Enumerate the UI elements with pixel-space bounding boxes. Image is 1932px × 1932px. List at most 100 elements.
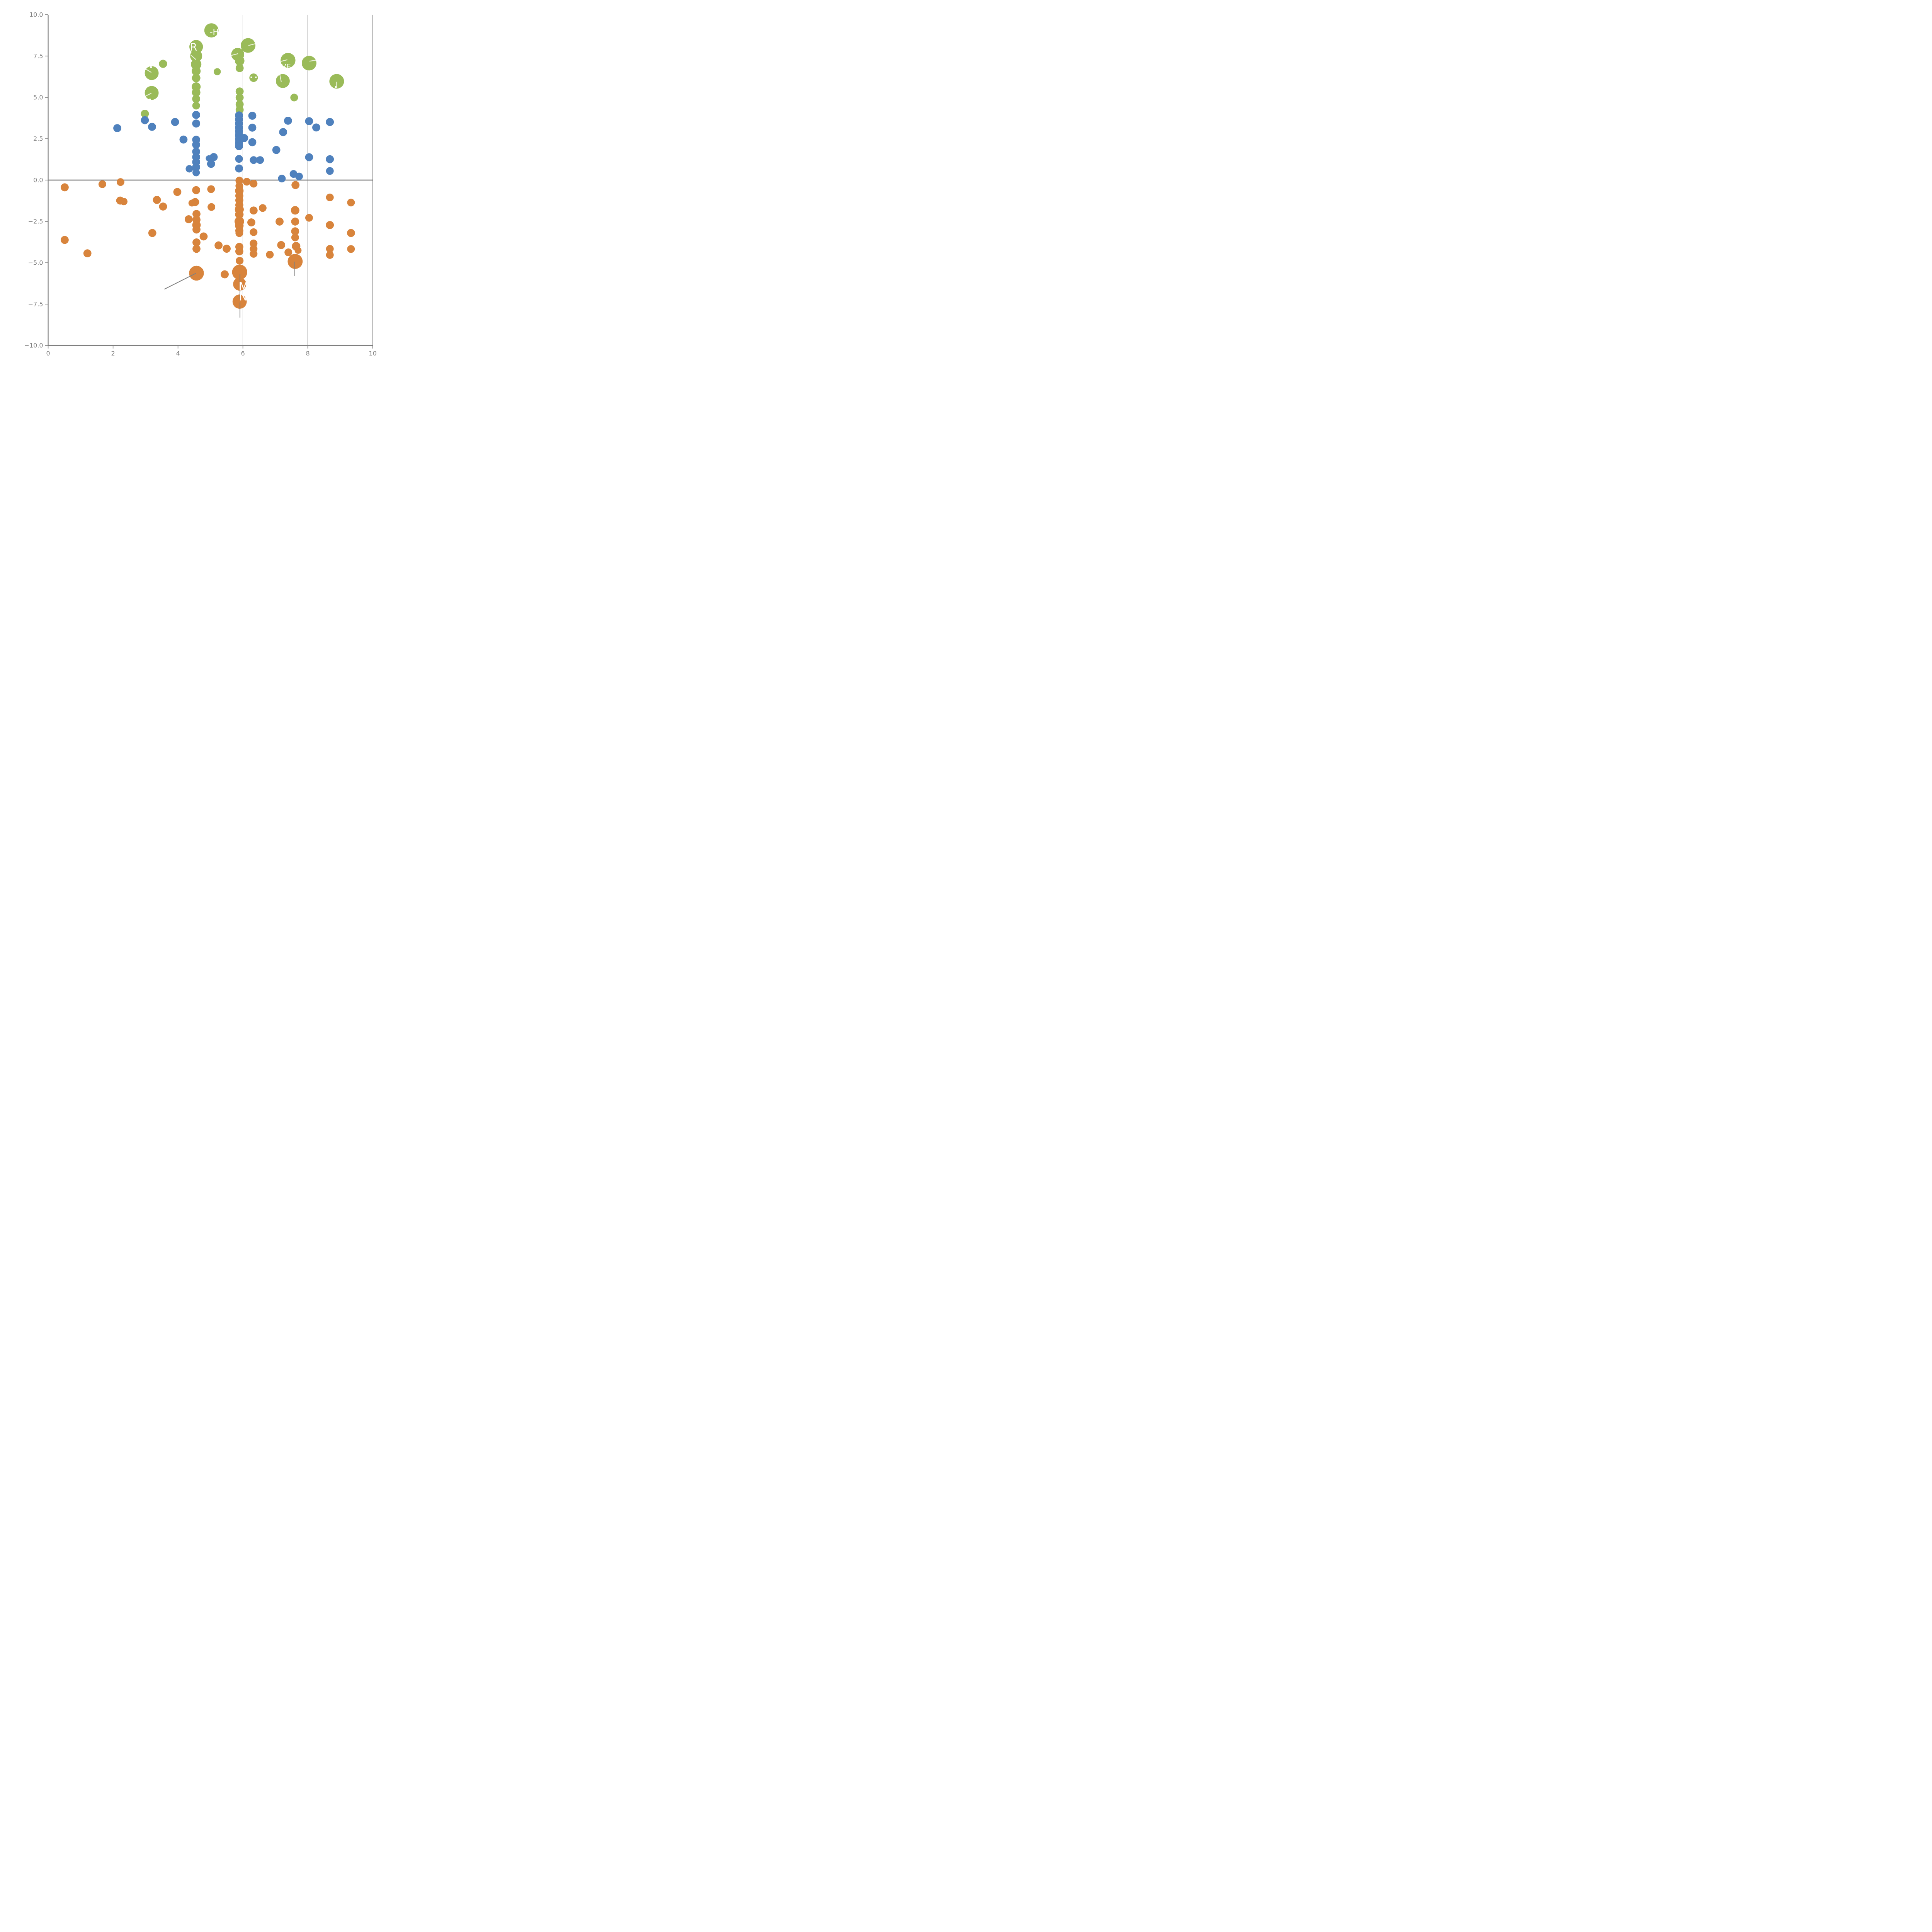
bubble-green [281,53,296,68]
bubble-green [204,23,219,38]
bubble-green [192,95,201,103]
bubble-orange [189,265,204,281]
bubble-blue [235,142,243,150]
bubble-green [235,56,245,66]
bubble-blue [192,163,201,172]
leader-line-pale-4 [145,68,151,73]
white-glyph-fragment-1 [149,99,151,100]
bubble-label-VE: VE [281,62,291,71]
x-tick-label: 4 [176,350,180,357]
bubble-blue [141,116,149,124]
y-tick-label: 0.0 [33,177,43,184]
bubble-orange [284,248,293,257]
bubble-orange [192,225,201,234]
bubble-blue [326,118,334,126]
bubble-green [192,73,201,82]
leader-line-pale-5 [145,93,151,97]
leader-line-pale-3 [278,69,282,82]
bubble-label-N: N [239,290,247,303]
bubble-label-M: M [238,280,248,294]
bubble-label-R: R [190,41,197,53]
bubble-blue [192,141,201,149]
bubble-orange [192,210,201,218]
bubble-orange [266,251,274,259]
bubble-orange [159,202,167,211]
bubble-blue [248,138,257,146]
x-tick-label: 2 [111,350,115,357]
bubble-blue [278,175,286,183]
bubble-orange [326,251,334,259]
leader-line-pale-7 [248,43,256,46]
bubble-orange [243,178,251,186]
y-tick-label: −5.0 [28,259,43,267]
bubble-green [235,94,244,102]
x-tick-label: 8 [306,350,310,357]
bubble-scatter-chart: 10.0 7.5 5.0 2.5 0.0 −2.5 −5.0 −7.5 −10.00 2 4 6 8 10… [24,11,377,357]
leader-line-pale-0 [190,54,196,60]
y-tick-label: 7.5 [33,53,43,60]
bubble-green [159,60,167,68]
bubble-blue [206,155,212,162]
bubble-orange [61,236,69,244]
bubble-blue [326,167,334,175]
bubble-orange [326,245,334,253]
bubble-blue [113,124,121,133]
bubble-green [290,94,298,102]
bubble-green [235,64,244,72]
bubble-orange [347,229,355,237]
bubble-blue [207,160,215,168]
bubble-orange [259,204,267,212]
x-tick-label: 6 [241,350,245,357]
bubble-orange [235,210,244,219]
white-glyph-fragment-3 [255,77,257,78]
bubble-orange [249,206,258,215]
bubble-orange [232,294,247,309]
bubble-orange [250,180,258,188]
bubble-blue [256,156,264,164]
bubble-orange [250,239,258,247]
bubble-blue [248,112,257,120]
bubble-orange [173,188,182,196]
x-tick-label: 10 [369,350,376,357]
bubble-orange [120,198,128,206]
bubble-green [276,74,290,88]
bubble-orange [214,241,223,250]
bubble-green [192,102,200,110]
bubble-orange [83,249,92,258]
bubble-green [190,50,202,62]
y-tick-label: 10.0 [29,11,43,19]
bubble-orange [277,241,286,249]
bubble-orange [98,180,106,188]
bubble-orange [291,218,299,226]
bubble-blue [250,156,258,164]
bubble-orange [235,177,243,185]
bubble-orange [221,270,229,279]
y-tick-label: −10.0 [24,342,43,349]
bubble-blue [192,119,201,128]
bubble-green [189,40,203,54]
bubble-blue [312,123,320,132]
bubble-blue [295,172,303,180]
bubble-green [235,87,244,95]
bubble-orange [287,254,303,269]
bubble-orange [291,206,299,215]
bubble-green [191,59,202,70]
bubble-blue [279,128,287,136]
y-tick-label: −7.5 [28,301,43,308]
bubble-orange [148,229,156,237]
bubble-blue [235,164,243,173]
bubble-blue [272,146,281,154]
bubble-orange [235,247,243,255]
bubble-orange [192,238,201,247]
bubble-orange [276,218,284,226]
white-glyph-fragment-2 [250,77,252,78]
bubble-green [141,109,149,118]
bubble-orange [305,214,313,222]
y-tick-label: 5.0 [33,94,43,101]
bubble-blue [148,122,156,131]
bubble-orange [184,215,193,223]
leader-line-gray-0 [164,273,196,290]
bubble-orange [223,245,231,253]
bubble-green [214,68,221,75]
bubble-green [192,66,201,76]
